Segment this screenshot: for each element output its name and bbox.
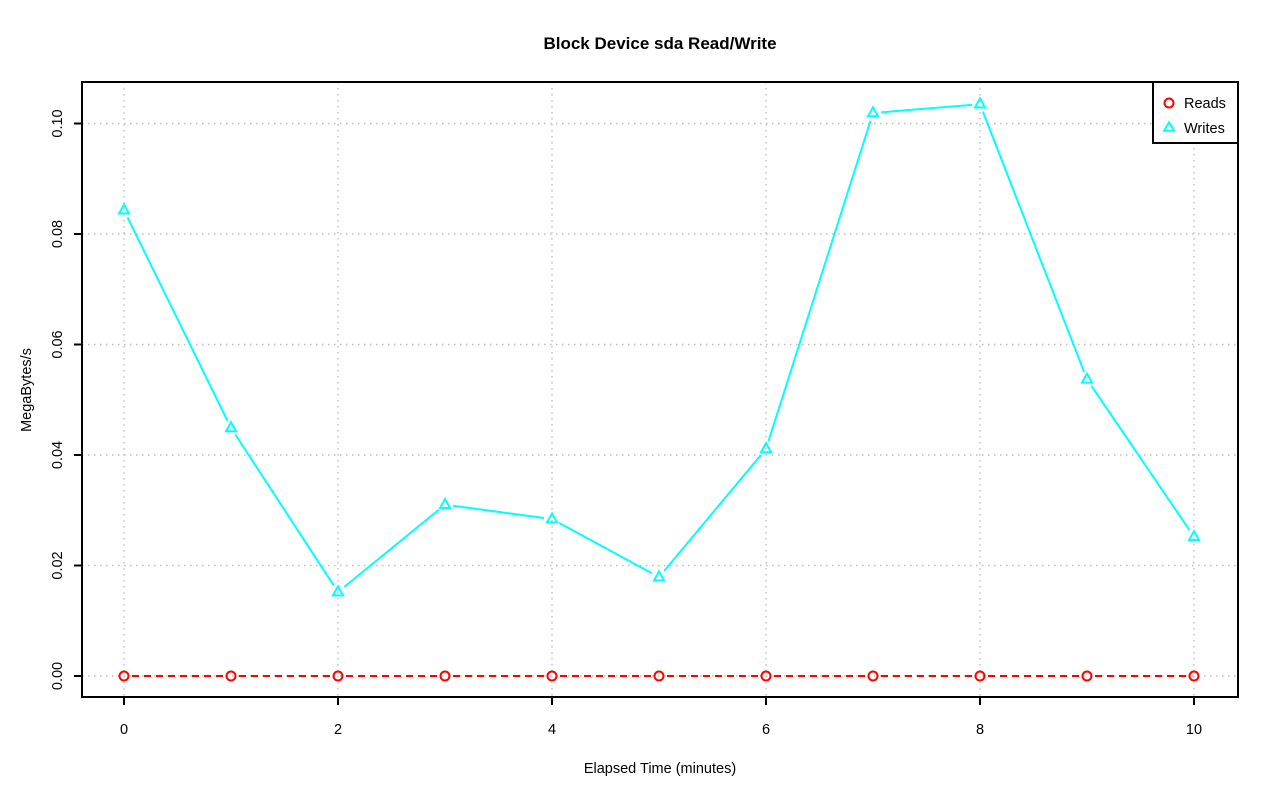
reads-point (974, 670, 986, 682)
writes-line-segment (558, 522, 653, 575)
writes-point (438, 496, 452, 510)
series-writes (117, 96, 1201, 597)
writes-point (973, 96, 987, 109)
axis-tick-labels: 0 2 4 6 8 10 0.00 0.02 0.04 0.06 0.08 0.10 (50, 109, 1202, 738)
writes-point (866, 105, 880, 118)
reads-point (546, 670, 558, 682)
x-tick-label: 2 (334, 722, 342, 738)
plot-border (81, 81, 1239, 698)
y-axis-title: MegaBytes/s (19, 348, 35, 432)
x-tick-label: 6 (762, 722, 770, 738)
writes-point (117, 202, 131, 215)
data-series (117, 96, 1201, 682)
reads-point (867, 670, 879, 682)
writes-line-segment (663, 454, 762, 572)
reads-point (332, 670, 344, 682)
reads-point (760, 670, 772, 682)
writes-point (224, 420, 238, 433)
chart-title: Block Device sda Read/Write (543, 34, 776, 53)
writes-line-segment (767, 120, 872, 442)
legend-writes-marker-icon (1162, 120, 1176, 132)
writes-line-segment (1090, 385, 1191, 531)
legend-reads-label: Reads (1184, 96, 1226, 112)
gridlines (82, 82, 1238, 697)
y-tick-label: 0.08 (50, 220, 66, 248)
writes-point (1187, 529, 1201, 542)
reads-point (225, 670, 237, 682)
legend-reads-marker-icon (1163, 97, 1175, 109)
y-tick-label: 0.02 (50, 551, 66, 579)
writes-line-segment (126, 216, 229, 422)
reads-point (1188, 670, 1200, 682)
axis-ticks (74, 122, 1195, 705)
legend: Reads Writes (1152, 81, 1239, 144)
writes-point (331, 584, 345, 597)
writes-point (1080, 371, 1094, 384)
reads-point (1081, 670, 1093, 682)
reads-point (439, 670, 451, 682)
y-tick-label: 0.06 (50, 330, 66, 358)
writes-line-segment (343, 509, 440, 588)
y-tick-label: 0.04 (50, 441, 66, 469)
y-tick-label: 0.10 (50, 109, 66, 137)
x-tick-label: 0 (120, 722, 128, 738)
writes-line-segment (880, 103, 973, 114)
writes-point (759, 441, 773, 454)
x-tick-label: 4 (548, 722, 556, 738)
y-tick-label: 0.00 (50, 662, 66, 690)
writes-line-segment (452, 504, 545, 520)
writes-point (545, 511, 559, 524)
writes-line-segment (981, 111, 1086, 373)
x-tick-label: 8 (976, 722, 984, 738)
reads-point (653, 670, 665, 682)
legend-writes-label: Writes (1184, 121, 1225, 137)
writes-line-segment (234, 434, 335, 586)
x-tick-label: 10 (1186, 722, 1202, 738)
writes-point (652, 569, 666, 582)
reads-point (118, 670, 130, 682)
x-axis-title: Elapsed Time (minutes) (584, 761, 736, 777)
series-reads (118, 670, 1200, 682)
legend-box (1152, 81, 1239, 144)
